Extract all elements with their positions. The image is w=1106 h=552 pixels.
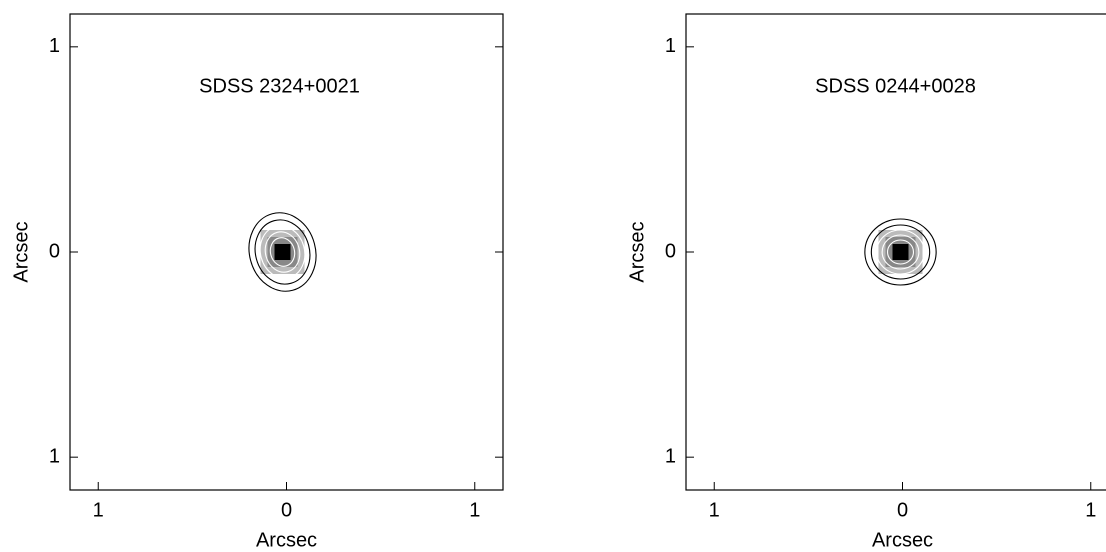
panel: 1 0 1 1 0 1 SDSS 0244+0028 Arcsec Arcsec [626, 14, 1106, 551]
x-tick-label: 1 [1085, 499, 1096, 521]
chart-title: SDSS 2324+0021 [199, 75, 360, 97]
y-tick-label: 1 [665, 445, 676, 467]
x-axis-label: Arcsec [872, 529, 933, 551]
figure: 1 0 1 1 0 1 SDSS 2324+0021 Arcsec Arcsec 1 0 1 1 0 1 SD… [0, 0, 1106, 552]
x-tick-label: 0 [281, 499, 292, 521]
panel: 1 0 1 1 0 1 SDSS 2324+0021 Arcsec Arcsec [10, 14, 503, 551]
x-axis-label: Arcsec [256, 529, 317, 551]
y-tick-label: 0 [665, 240, 676, 262]
x-tick-label: 1 [469, 499, 480, 521]
y-tick-label: 0 [49, 240, 60, 262]
y-axis-label: Arcsec [626, 221, 648, 282]
chart-title: SDSS 0244+0028 [815, 75, 976, 97]
y-axis-label: Arcsec [10, 221, 32, 282]
y-tick-label: 1 [49, 445, 60, 467]
y-tick-label: 1 [49, 35, 60, 57]
x-tick-label: 1 [709, 499, 720, 521]
y-tick-label: 1 [665, 35, 676, 57]
x-tick-label: 1 [93, 499, 104, 521]
x-tick-label: 0 [897, 499, 908, 521]
pixel [275, 244, 291, 260]
pixel [893, 244, 909, 260]
